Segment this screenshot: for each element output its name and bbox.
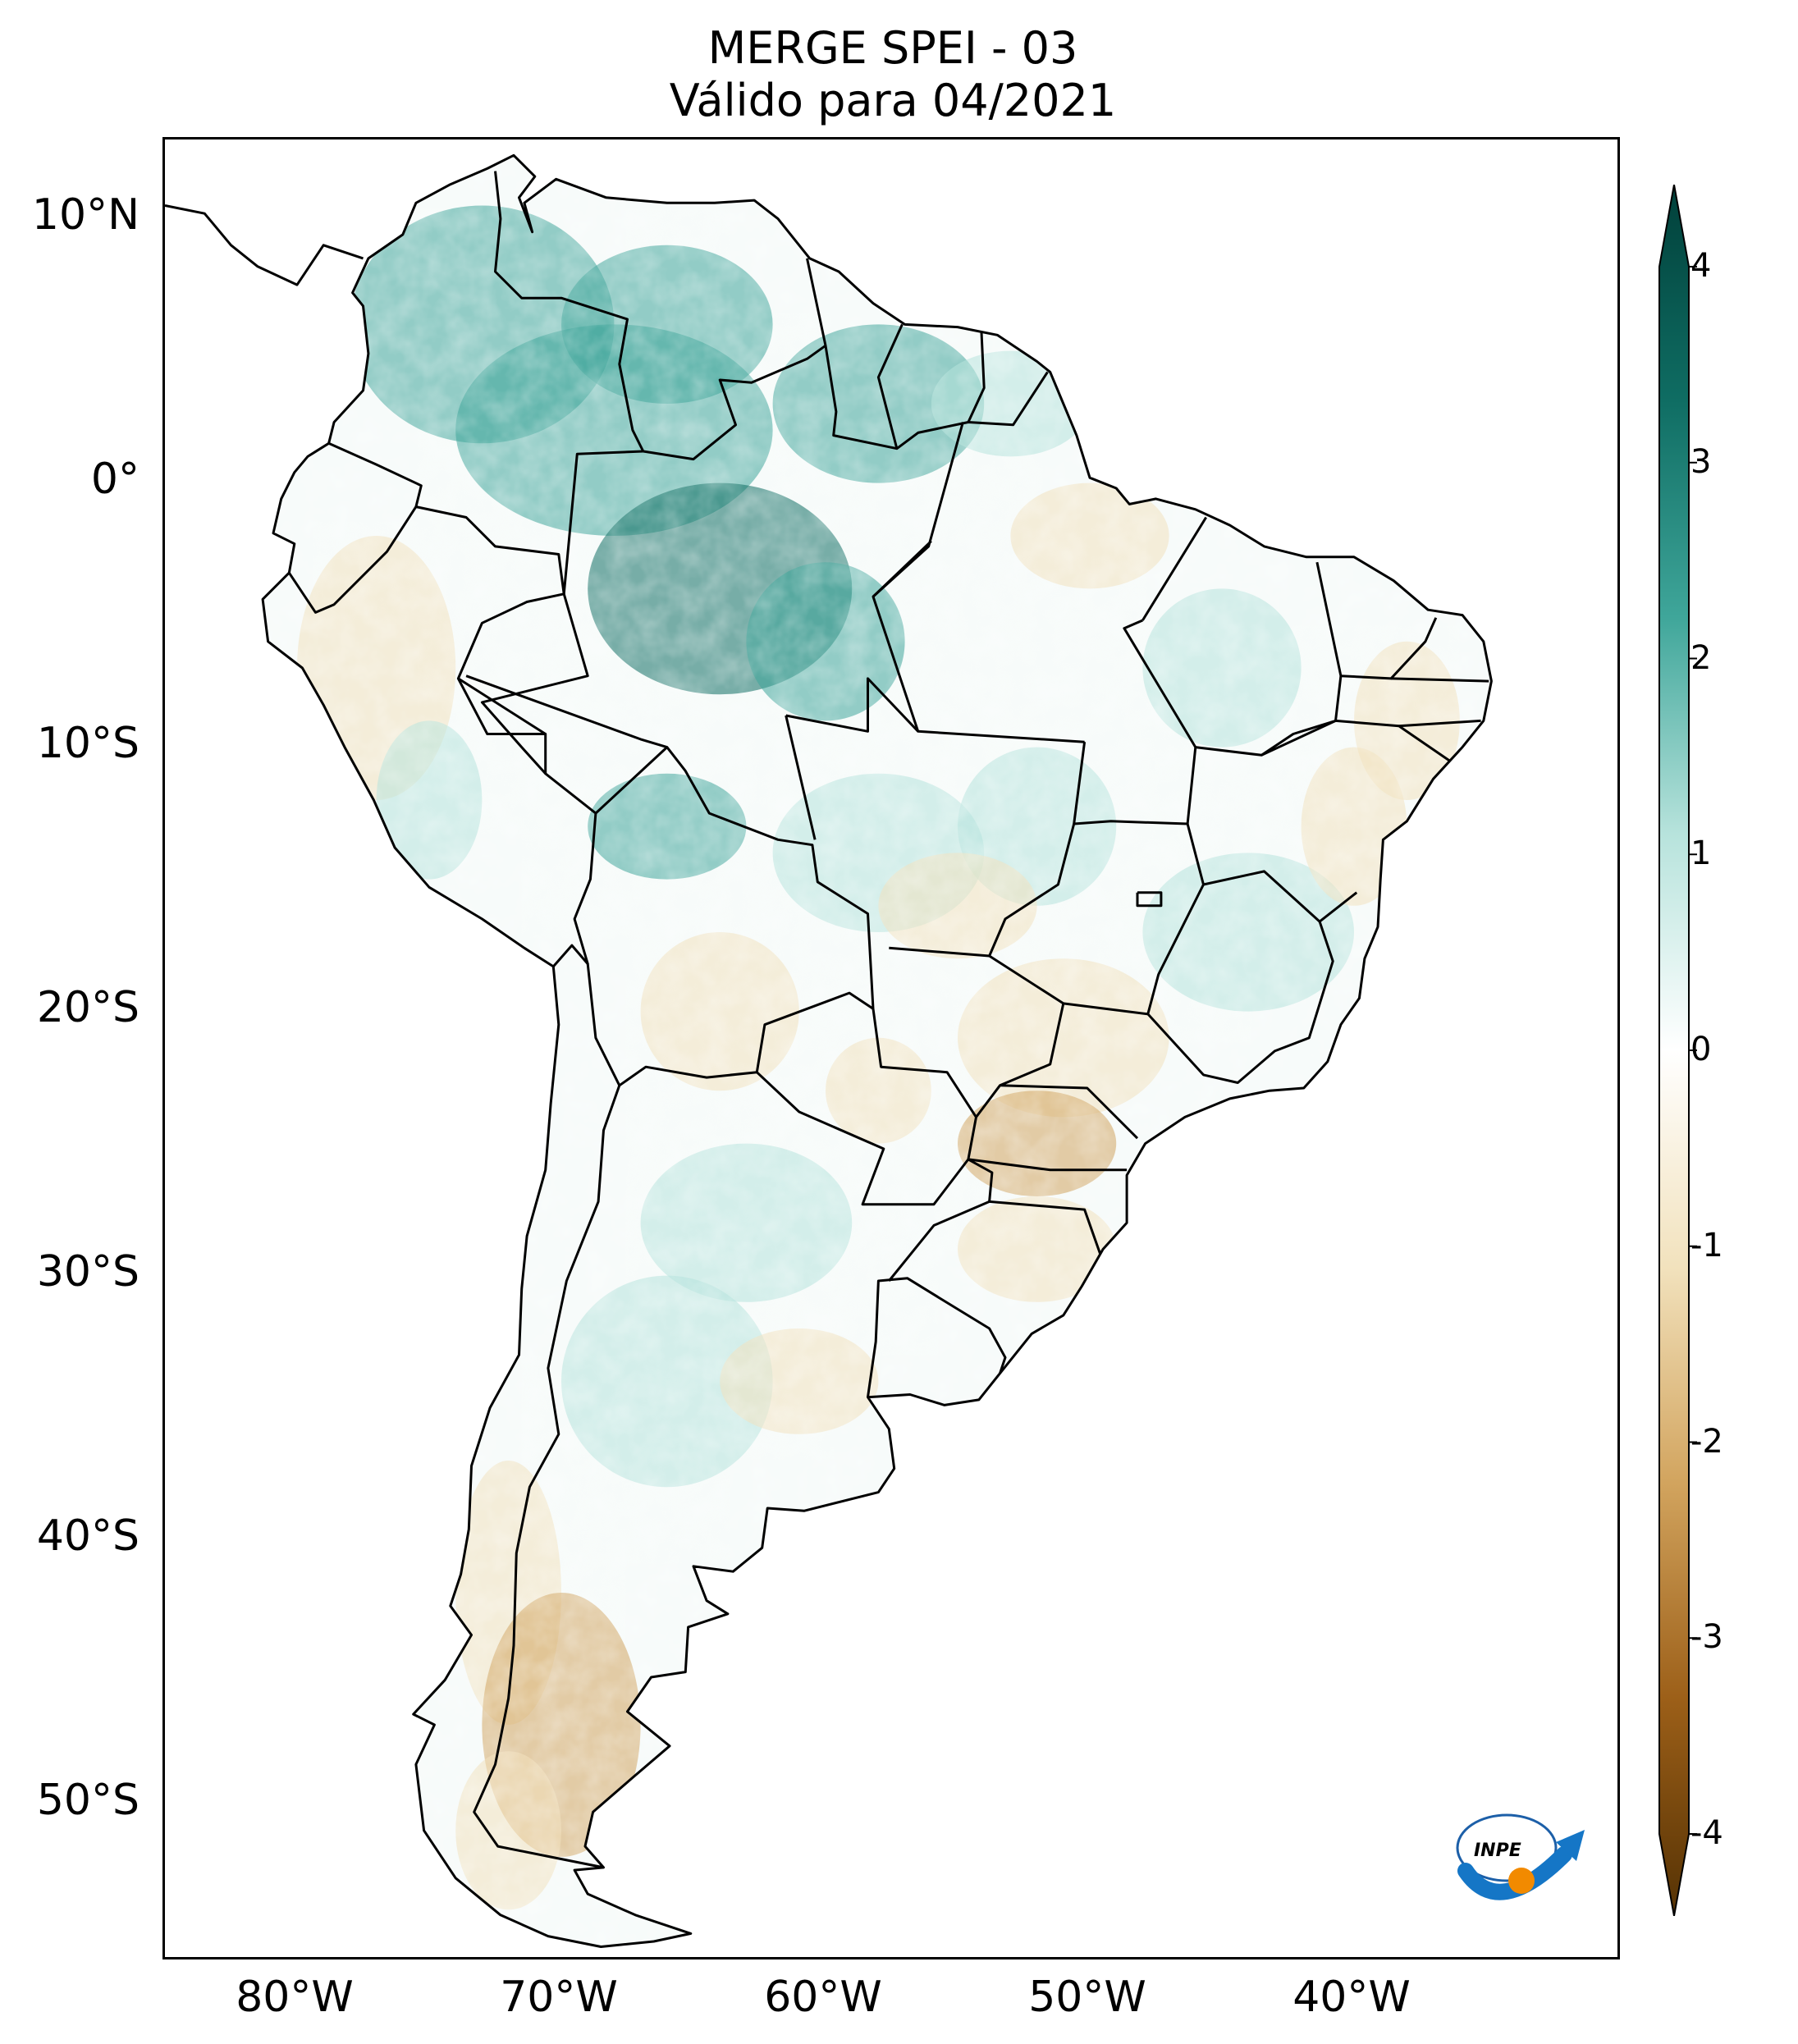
colorbar-tick-label: 0: [1690, 1031, 1712, 1068]
country-border: [967, 332, 986, 423]
spei-texture: [263, 155, 1492, 1947]
state-border: [1063, 823, 1205, 1016]
inpe-logo: INPE: [1456, 1813, 1585, 1900]
country-border: [494, 171, 645, 452]
latitude-tick-label: 20°S: [36, 982, 140, 1032]
country-border: [756, 1008, 977, 1206]
colorbar-tick-label: 1: [1690, 835, 1712, 873]
longitude-tick-label: 40°W: [1292, 1973, 1411, 2022]
state-border: [1260, 719, 1450, 761]
state-border: [975, 954, 1065, 1118]
colorbar-tick-label: 4: [1690, 247, 1712, 285]
map-subtitle: Válido para 04/2021: [669, 75, 1117, 126]
country-border: [473, 1085, 621, 1869]
spei-field: [263, 155, 1492, 1947]
latitude-tick-label: 0°: [90, 454, 140, 504]
map-canvas: [165, 153, 1493, 1948]
state-border: [1195, 561, 1343, 757]
latitude-tick-label: 10°N: [31, 190, 140, 240]
country-border: [480, 593, 589, 775]
country-border: [643, 258, 827, 461]
colorbar-tick-label: -3: [1690, 1618, 1723, 1657]
state-border: [989, 1200, 1102, 1255]
state-border: [889, 823, 1076, 958]
state-border: [872, 540, 932, 732]
state-border: [1146, 891, 1358, 1084]
colorbar-tick-label: -4: [1690, 1814, 1723, 1852]
country-border: [562, 450, 643, 594]
country-border: [824, 345, 1049, 450]
coastline: [261, 153, 1493, 1948]
state-border: [465, 674, 668, 749]
longitude-tick-label: 50°W: [1028, 1973, 1146, 2022]
country-state-borders: [165, 153, 1493, 1948]
state-border: [1398, 719, 1481, 728]
latitude-tick-label: 40°S: [36, 1511, 140, 1561]
latitude-tick-label: 10°S: [36, 718, 140, 768]
latitude-tick-label: 50°S: [36, 1775, 140, 1825]
country-border: [415, 505, 597, 967]
state-border: [1203, 870, 1321, 923]
map-frame: [162, 137, 1620, 1959]
state-border: [785, 715, 817, 840]
country-border: [867, 1277, 1007, 1397]
country-border: [876, 323, 904, 450]
map-title: MERGE SPEI - 03: [707, 22, 1078, 74]
state-border: [1391, 677, 1489, 683]
country-border: [288, 505, 418, 614]
country-border: [327, 441, 423, 507]
state-border: [1340, 617, 1438, 680]
country-border: [457, 677, 547, 735]
latitude-tick-label: 30°S: [36, 1246, 140, 1296]
state-border: [785, 677, 1085, 743]
state-border: [968, 1158, 1128, 1172]
colorbar-tick-label: -1: [1690, 1226, 1723, 1264]
longitude-tick-label: 80°W: [236, 1973, 354, 2022]
central-america-coast: [165, 204, 364, 286]
state-border: [1136, 891, 1163, 908]
state-border: [1141, 516, 1207, 621]
colorbar-tick-label: 3: [1690, 442, 1712, 481]
longitude-tick-label: 60°W: [764, 1973, 882, 2022]
longitude-tick-label: 70°W: [500, 1973, 618, 2022]
colorbar-tick-label: 2: [1690, 638, 1712, 677]
state-border: [1000, 1084, 1139, 1140]
colorbar: [1658, 185, 1697, 1916]
logo-text: INPE: [1474, 1841, 1521, 1861]
colorbar-tick-label: -2: [1690, 1422, 1723, 1461]
